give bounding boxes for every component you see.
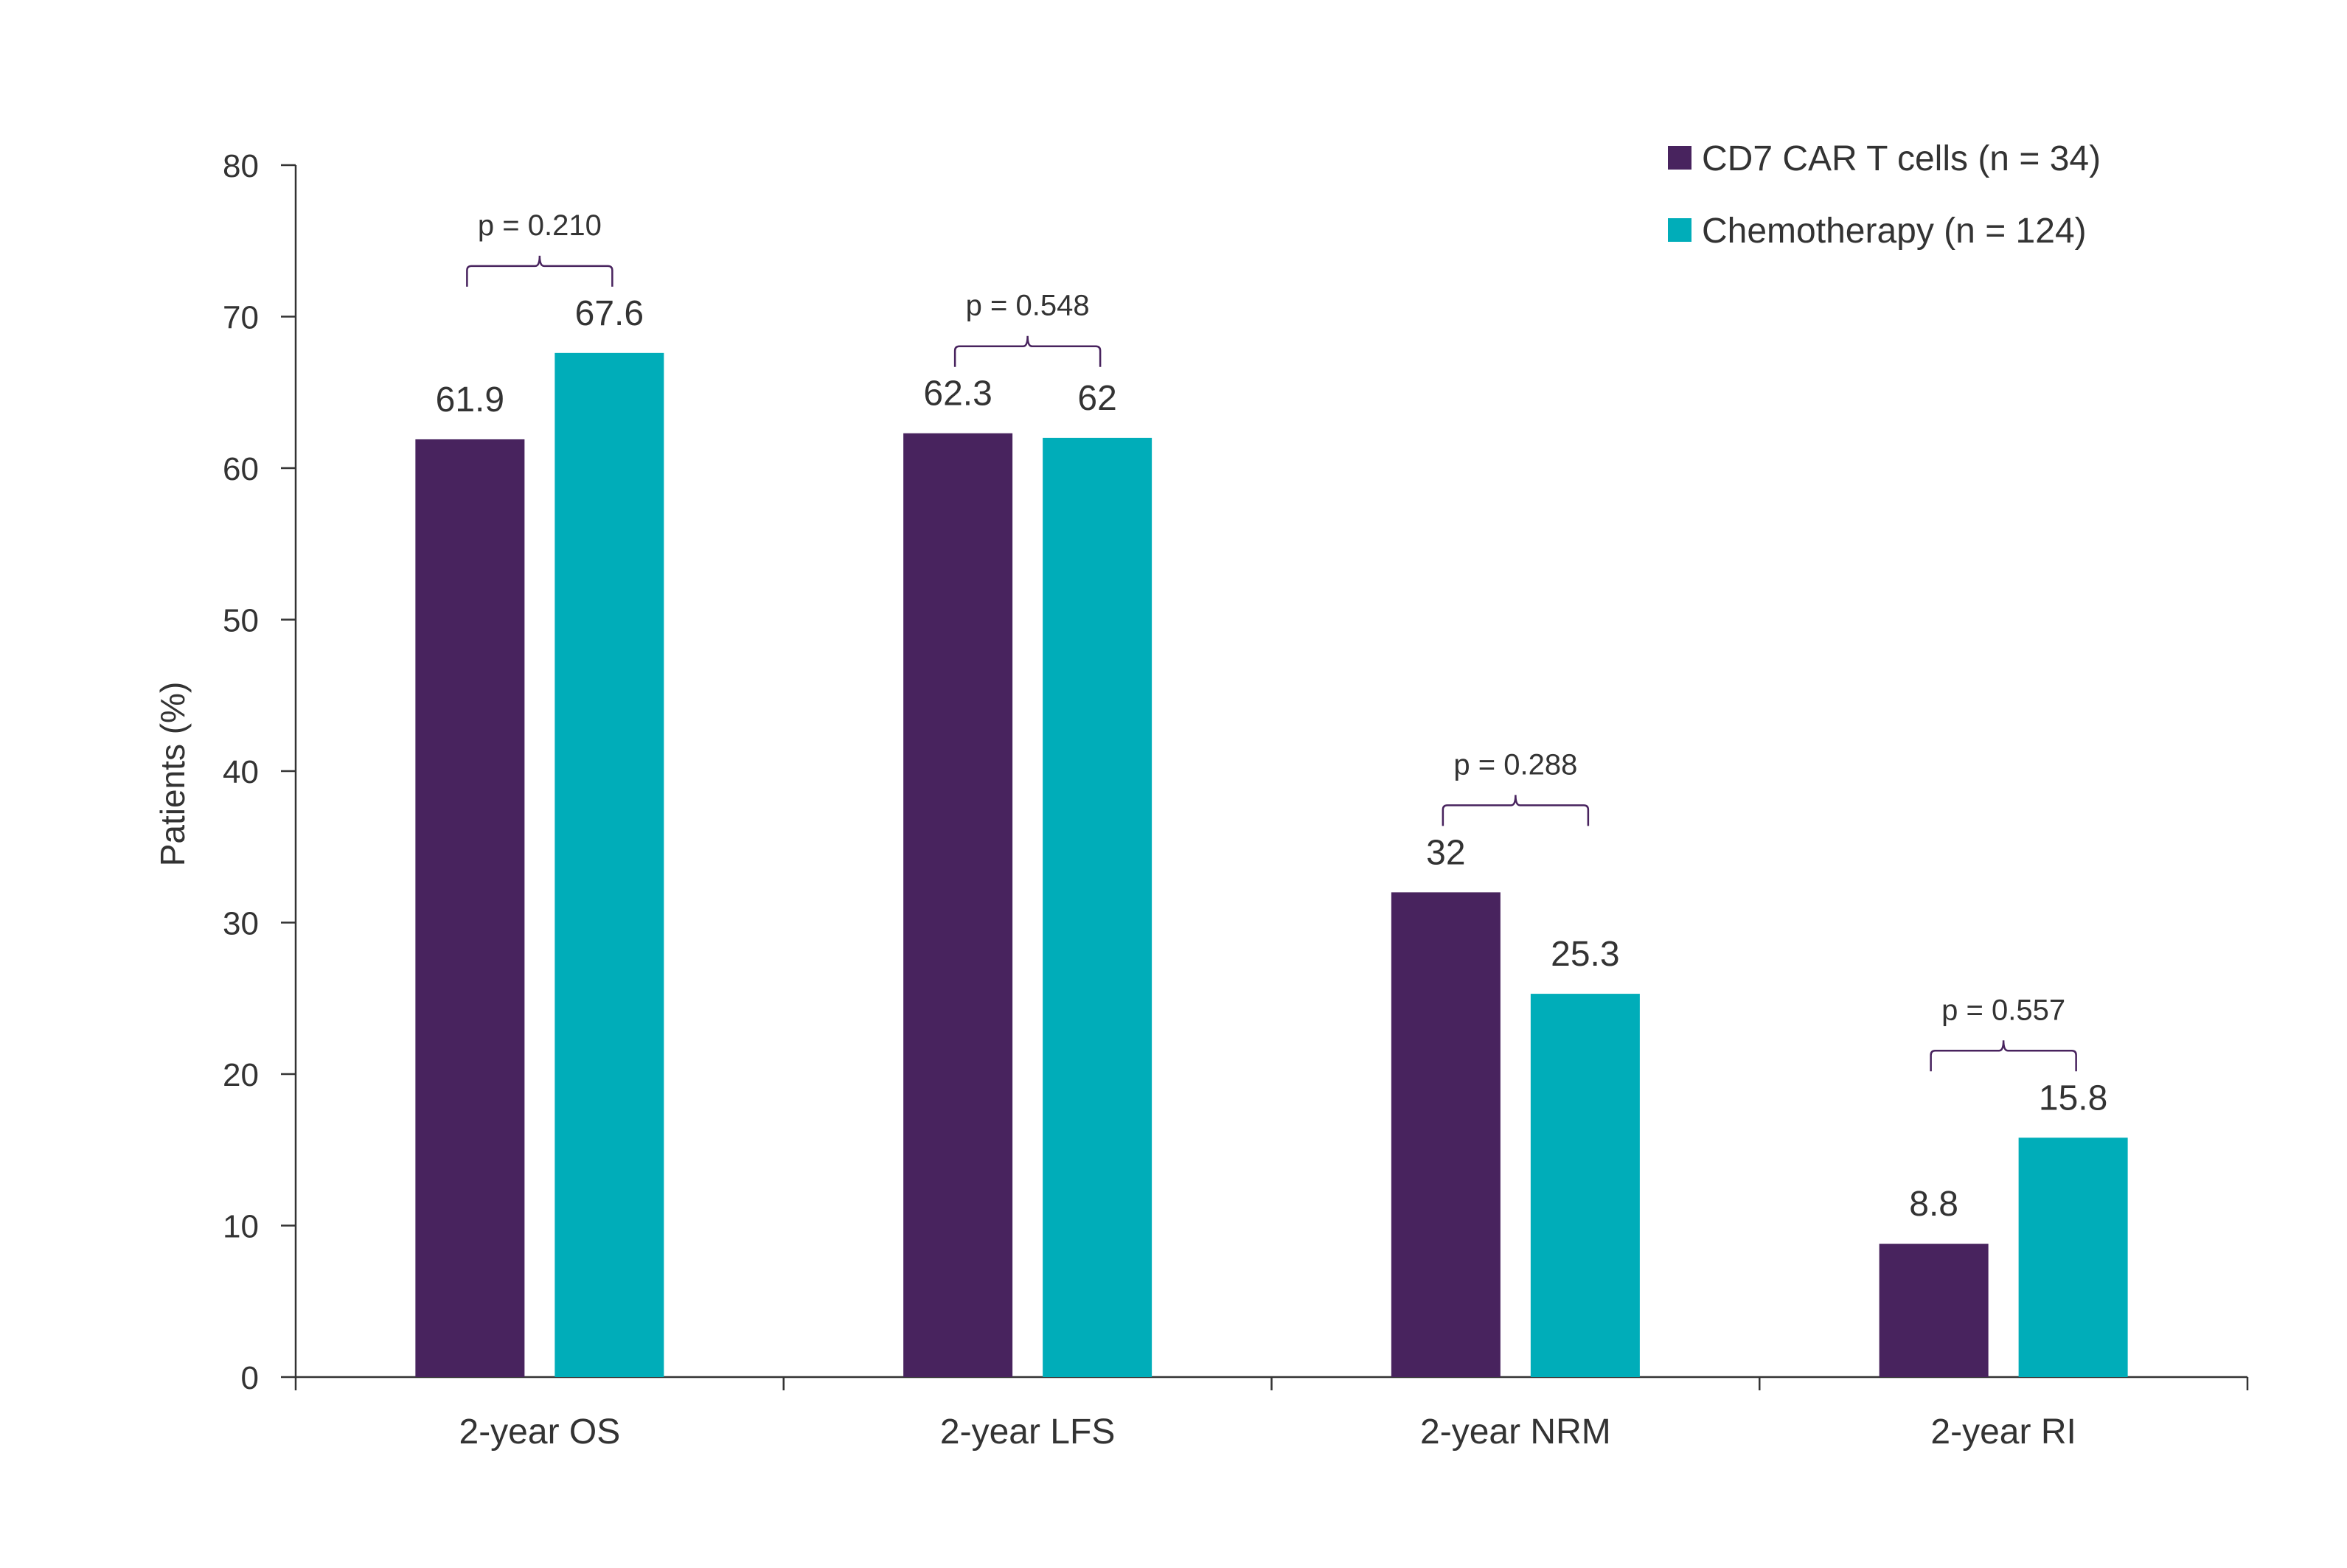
data-label: 62 — [1077, 379, 1116, 418]
data-label: 15.8 — [2039, 1079, 2107, 1118]
bar — [415, 439, 525, 1377]
y-tick-label: 10 — [223, 1209, 259, 1245]
x-axis: 2-year OS 2-year LFS 2-year NRM 2-year RI — [294, 1376, 2249, 1452]
y-tick-label: 30 — [223, 906, 259, 942]
legend-swatch — [1668, 146, 1691, 170]
p-value-bracket — [953, 335, 1102, 367]
p-value-bracket — [1930, 1040, 2077, 1072]
data-label: 61.9 — [436, 380, 504, 419]
bar — [554, 352, 664, 1377]
data-labels: 61.9 67.6 62.3 62 32 25.3 8.8 15.8 — [436, 294, 2108, 1224]
bars — [415, 352, 2128, 1377]
legend-label: Chemotherapy (n = 124) — [1702, 212, 2087, 251]
data-label: 25.3 — [1551, 935, 1619, 974]
p-value-label: p = 0.548 — [966, 290, 1090, 322]
y-tick-label: 40 — [223, 754, 259, 790]
legend-label: CD7 CAR T cells (n = 34) — [1702, 139, 2101, 178]
bar — [2018, 1137, 2128, 1377]
legend: CD7 CAR T cells (n = 34) Chemotherapy (n … — [1668, 139, 2101, 251]
p-value-bracket — [466, 255, 613, 287]
y-axis: 0 10 20 30 40 50 60 70 80 — [223, 148, 297, 1396]
x-tick-label: 2-year OS — [459, 1412, 621, 1452]
y-tick-label: 50 — [223, 603, 259, 639]
p-value-label: p = 0.557 — [1941, 994, 2065, 1026]
bar — [1530, 994, 1640, 1377]
data-label: 62.3 — [923, 374, 992, 414]
x-tick-label: 2-year RI — [1930, 1412, 2076, 1452]
legend-swatch — [1668, 218, 1691, 242]
x-tick-label: 2-year LFS — [940, 1412, 1115, 1452]
p-value-label: p = 0.288 — [1453, 748, 1577, 781]
y-tick-label: 0 — [241, 1360, 259, 1396]
p-value-annotations: p = 0.210 p = 0.548 p = 0.288 p = 0.557 — [466, 209, 2077, 1072]
p-value-bracket — [1442, 795, 1590, 826]
y-tick-label: 70 — [223, 300, 259, 336]
data-label: 8.8 — [1909, 1185, 1958, 1224]
y-tick-label: 20 — [223, 1057, 259, 1093]
y-tick-label: 60 — [223, 451, 259, 487]
bar — [1879, 1244, 1989, 1377]
bar — [1391, 892, 1501, 1377]
data-label: 32 — [1426, 833, 1465, 872]
bar — [1043, 437, 1152, 1377]
x-tick-label: 2-year NRM — [1420, 1412, 1611, 1452]
bar — [903, 433, 1013, 1377]
data-label: 67.6 — [575, 294, 644, 333]
y-tick-label: 80 — [223, 148, 259, 184]
p-value-label: p = 0.210 — [478, 209, 602, 242]
y-axis-title: Patients (%) — [153, 682, 192, 867]
